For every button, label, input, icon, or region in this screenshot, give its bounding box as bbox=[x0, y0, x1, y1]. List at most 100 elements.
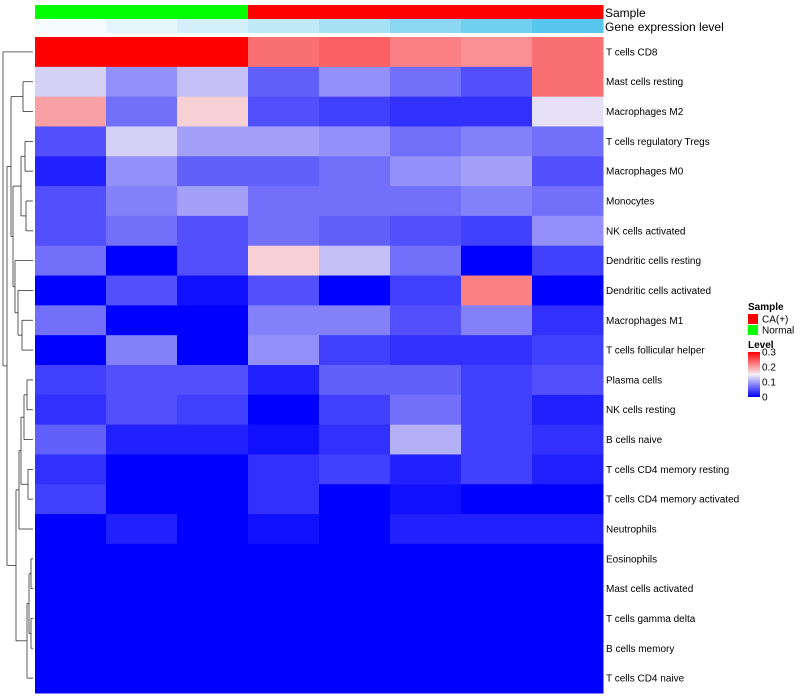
row-label: T cells CD4 memory resting bbox=[606, 465, 729, 476]
heatmap-cell bbox=[35, 663, 107, 694]
heatmap-cell bbox=[532, 484, 604, 515]
row-label: T cells gamma delta bbox=[606, 614, 696, 625]
heatmap-cell bbox=[248, 126, 320, 157]
column-annotation-bars bbox=[35, 5, 604, 33]
heatmap-cell bbox=[390, 424, 462, 455]
heatmap-cell bbox=[390, 454, 462, 485]
row-label: Monocytes bbox=[606, 197, 654, 208]
expression-annotation-cell bbox=[177, 19, 249, 33]
heatmap-cell bbox=[177, 603, 249, 634]
heatmap-cell bbox=[106, 454, 178, 485]
heatmap-cell bbox=[248, 514, 320, 545]
row-label: Macrophages M2 bbox=[606, 107, 684, 118]
heatmap-cell bbox=[390, 365, 462, 396]
row-label: Plasma cells bbox=[606, 375, 662, 386]
heatmap-cell bbox=[177, 514, 249, 545]
heatmap-cell bbox=[106, 66, 178, 98]
sample-annotation-cell bbox=[319, 5, 391, 19]
heatmap-cell bbox=[390, 484, 462, 515]
heatmap-cell bbox=[106, 156, 178, 187]
legend-sample-swatch bbox=[748, 325, 758, 335]
heatmap-cell bbox=[390, 663, 462, 694]
row-label: Mast cells activated bbox=[606, 584, 693, 595]
heatmap-cell bbox=[461, 394, 533, 426]
heatmap-cell bbox=[35, 543, 107, 575]
heatmap-cell bbox=[35, 186, 107, 217]
row-label: NK cells activated bbox=[606, 226, 685, 237]
row-label: B cells naive bbox=[606, 435, 663, 446]
heatmap-cell bbox=[461, 454, 533, 485]
heatmap-cell bbox=[177, 305, 249, 336]
heatmap-cell bbox=[106, 573, 178, 605]
heatmap-cell bbox=[461, 96, 533, 127]
heatmap-cell bbox=[390, 573, 462, 605]
sample-annotation-cell bbox=[35, 5, 107, 19]
heatmap-cell bbox=[532, 245, 604, 277]
row-labels: T cells CD8 Mast cells resting Macrophages… bbox=[606, 47, 739, 684]
sample-annotation-cell bbox=[248, 5, 320, 19]
heatmap-cell bbox=[532, 514, 604, 545]
heatmap-cell bbox=[177, 245, 249, 277]
heatmap-cell bbox=[319, 156, 391, 187]
heatmap-cell bbox=[390, 305, 462, 336]
heatmap-cell bbox=[35, 126, 107, 157]
sample-annotation-cell bbox=[177, 5, 249, 19]
heatmap-cell bbox=[106, 215, 178, 247]
heatmap-cell bbox=[177, 215, 249, 247]
heatmap-cell bbox=[35, 603, 107, 634]
heatmap-cell bbox=[248, 275, 320, 306]
heatmap-cell bbox=[248, 603, 320, 634]
heatmap-cell bbox=[106, 96, 178, 127]
heatmap-cell bbox=[248, 156, 320, 187]
heatmap-cell bbox=[532, 603, 604, 634]
heatmap-cell bbox=[248, 663, 320, 694]
heatmap-cell bbox=[248, 335, 320, 366]
row-label: Dendritic cells resting bbox=[606, 256, 701, 267]
row-label: T cells CD8 bbox=[606, 47, 658, 58]
heatmap-cell bbox=[532, 275, 604, 306]
heatmap-cell bbox=[248, 365, 320, 396]
heatmap-cell bbox=[35, 96, 107, 127]
heatmap-cell bbox=[461, 66, 533, 98]
heatmap-cell bbox=[319, 633, 391, 664]
heatmap-cell bbox=[461, 305, 533, 336]
expression-annotation-cell bbox=[390, 19, 462, 33]
heatmap-cell bbox=[35, 454, 107, 485]
heatmap-cell bbox=[319, 37, 391, 68]
sample-annotation-label: Sample bbox=[605, 6, 646, 20]
heatmap-cell bbox=[390, 394, 462, 426]
heatmap-cell bbox=[248, 454, 320, 485]
heatmap-cell bbox=[106, 484, 178, 515]
legend-level-tick: 0.3 bbox=[762, 348, 776, 359]
heatmap-cell bbox=[461, 37, 533, 68]
heatmap-cell bbox=[35, 37, 107, 68]
heatmap-cell bbox=[106, 633, 178, 664]
heatmap-cell bbox=[177, 126, 249, 157]
expression-annotation-cell bbox=[461, 19, 533, 33]
heatmap-cell bbox=[35, 156, 107, 187]
heatmap-cell bbox=[177, 573, 249, 605]
heatmap-cell bbox=[106, 424, 178, 455]
heatmap-cell bbox=[461, 335, 533, 366]
heatmap-cell bbox=[390, 215, 462, 247]
heatmap-cell bbox=[532, 126, 604, 157]
heatmap-cell bbox=[248, 394, 320, 426]
heatmap-cell bbox=[106, 245, 178, 277]
heatmap-cell bbox=[177, 66, 249, 98]
heatmap-cell bbox=[319, 394, 391, 426]
heatmap-cell bbox=[532, 305, 604, 336]
heatmap-cell bbox=[461, 543, 533, 575]
heatmap-cell bbox=[461, 633, 533, 664]
heatmap-cell bbox=[319, 186, 391, 217]
heatmap-cells bbox=[35, 37, 604, 694]
heatmap-cell bbox=[532, 424, 604, 455]
heatmap-cell bbox=[177, 394, 249, 426]
expression-annotation-cell bbox=[532, 19, 604, 33]
heatmap-cell bbox=[532, 335, 604, 366]
heatmap-cell bbox=[35, 275, 107, 306]
heatmap-cell bbox=[319, 215, 391, 247]
row-label: NK cells resting bbox=[606, 405, 675, 416]
heatmap-cell bbox=[35, 514, 107, 545]
legend-level-ticks: 0.3 0.2 0.1 0 bbox=[762, 348, 776, 404]
